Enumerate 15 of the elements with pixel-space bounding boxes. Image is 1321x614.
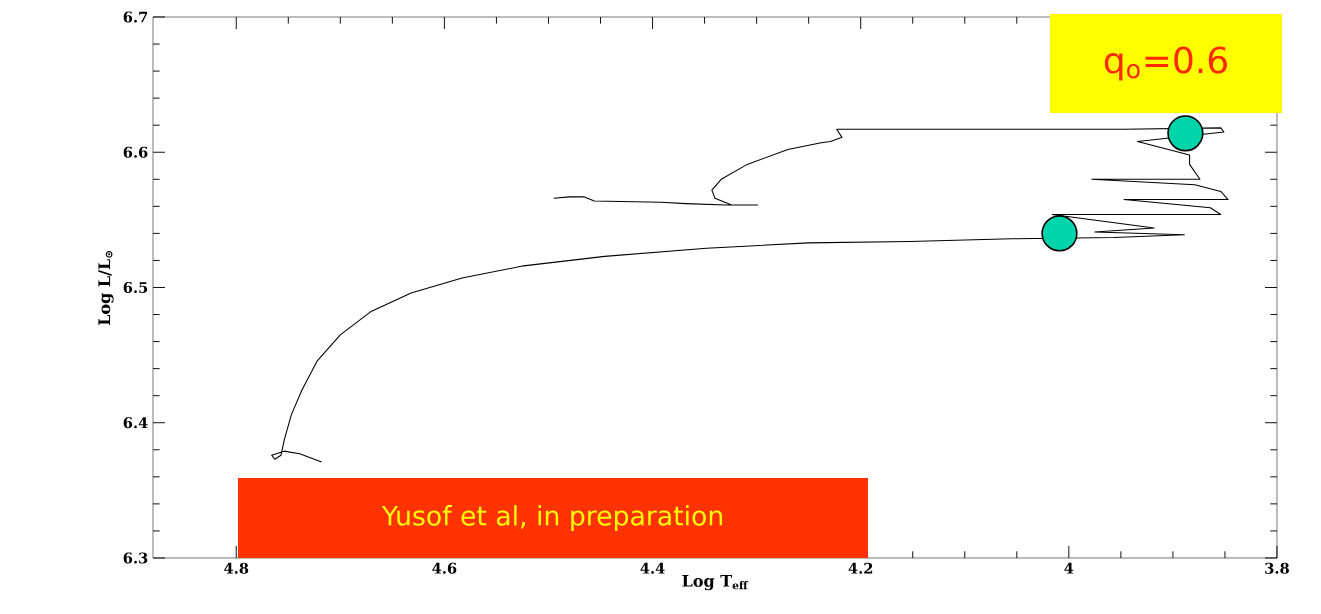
- y-tick-label: 6.5: [123, 281, 148, 294]
- x-tick-label: 4.4: [640, 562, 665, 574]
- y-tick-label: 6.4: [123, 417, 148, 429]
- x-axis-title: Log T$_{eff}$: [682, 574, 749, 591]
- x-tick-label: 3.8: [1265, 562, 1289, 574]
- x-tick-label: 4: [1064, 562, 1074, 574]
- annotation: Yusof et al, in preparation: [381, 505, 722, 531]
- y-tick-label: 6.3: [123, 552, 148, 564]
- y-tick-label: 6.7: [123, 11, 148, 23]
- annotation: q$_{o}$=0.6: [1104, 46, 1227, 81]
- y-tick-label: 6.6: [123, 146, 148, 158]
- x-tick-label: 4.6: [432, 562, 457, 574]
- x-tick-label: 4.8: [224, 562, 249, 574]
- y-axis-title: Log L/L$_{⊙}$: [98, 250, 114, 326]
- x-tick-label: 4.2: [848, 562, 873, 574]
